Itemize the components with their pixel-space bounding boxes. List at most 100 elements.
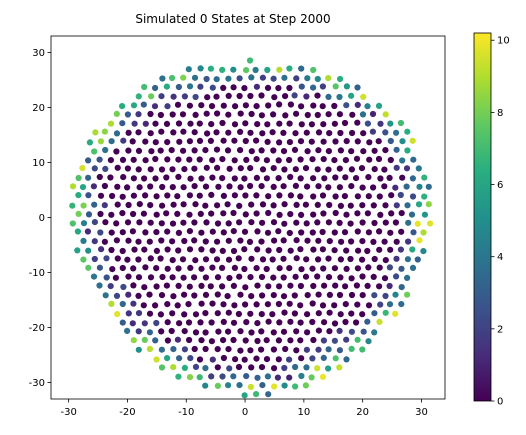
- scatter-point: [107, 157, 114, 164]
- scatter-point: [375, 155, 383, 163]
- scatter-point: [169, 238, 176, 245]
- scatter-point: [259, 74, 266, 81]
- scatter-point: [258, 328, 265, 335]
- scatter-point: [381, 166, 388, 173]
- scatter-point: [381, 238, 388, 245]
- scatter-point: [341, 193, 348, 200]
- scatter-point: [213, 93, 220, 100]
- scatter-point: [309, 156, 316, 163]
- scatter-point: [202, 202, 209, 209]
- scatter-point: [209, 84, 216, 91]
- scatter-point: [191, 219, 198, 226]
- scatter-point: [219, 247, 226, 254]
- scatter-point: [185, 319, 193, 326]
- scatter-point: [325, 346, 332, 353]
- scatter-point: [130, 175, 137, 182]
- scatter-point: [270, 147, 277, 154]
- scatter-point: [331, 102, 338, 110]
- scatter-point: [158, 237, 165, 244]
- scatter-point: [198, 265, 205, 272]
- scatter-point: [286, 229, 293, 237]
- scatter-point: [174, 210, 181, 217]
- scatter-point: [314, 92, 321, 99]
- scatter-point: [164, 355, 171, 362]
- scatter-point: [242, 301, 249, 308]
- scatter-point: [263, 265, 270, 273]
- scatter-point: [375, 102, 383, 109]
- scatter-point: [214, 310, 221, 317]
- scatter-point: [303, 364, 310, 371]
- scatter-point: [187, 264, 194, 271]
- scatter-point: [230, 84, 237, 91]
- scatter-point: [252, 66, 259, 74]
- scatter-point: [242, 137, 249, 145]
- scatter-point: [181, 346, 188, 353]
- scatter-point: [124, 184, 131, 191]
- scatter-point: [369, 128, 376, 135]
- scatter-point: [203, 75, 210, 83]
- scatter-point: [281, 309, 288, 316]
- scatter-point: [125, 129, 132, 136]
- scatter-point: [259, 382, 266, 389]
- scatter-point: [376, 246, 383, 253]
- scatter-point: [174, 302, 181, 309]
- scatter-point: [275, 85, 282, 92]
- scatter-point: [180, 274, 187, 281]
- scatter-point: [259, 130, 266, 137]
- scatter-point: [102, 165, 109, 172]
- scatter-point: [332, 174, 339, 181]
- scatter-point: [208, 210, 215, 217]
- scatter-point: [326, 130, 333, 137]
- scatter-point: [258, 311, 265, 318]
- scatter-point: [264, 138, 271, 145]
- scatter-point: [225, 92, 232, 99]
- scatter-point: [405, 219, 412, 226]
- scatter-point: [258, 346, 265, 353]
- scatter-point: [298, 211, 305, 218]
- scatter-point: [297, 337, 304, 344]
- scatter-point: [253, 265, 260, 272]
- scatter-point: [141, 175, 148, 182]
- scatter-point: [169, 166, 176, 173]
- scatter-point: [235, 255, 242, 262]
- scatter-point: [79, 165, 86, 172]
- scatter-point: [192, 257, 199, 264]
- scatter-point: [170, 346, 177, 353]
- scatter-point: [181, 291, 188, 298]
- scatter-point: [203, 110, 210, 117]
- scatter-point: [410, 229, 417, 236]
- scatter-point: [113, 110, 120, 117]
- scatter-point: [85, 192, 92, 199]
- scatter-point: [96, 156, 103, 163]
- scatter-point: [347, 202, 354, 209]
- scatter-point: [242, 192, 249, 199]
- x-tick-label: 0: [242, 407, 248, 418]
- x-tick-label: 20: [356, 407, 369, 418]
- scatter-point: [119, 229, 126, 236]
- scatter-point: [237, 291, 244, 298]
- scatter-point: [153, 193, 160, 200]
- scatter-point: [96, 264, 103, 271]
- scatter-point: [202, 274, 209, 281]
- scatter-point: [101, 238, 108, 245]
- scatter-point: [153, 283, 160, 290]
- scatter-point: [198, 102, 205, 109]
- scatter-point: [135, 238, 142, 245]
- scatter-point: [135, 328, 142, 335]
- scatter-point: [331, 247, 338, 254]
- scatter-point: [197, 83, 204, 90]
- scatter-point: [186, 336, 193, 344]
- scatter-point: [253, 137, 260, 144]
- scatter-point: [248, 201, 255, 208]
- scatter-point: [421, 174, 428, 181]
- scatter-point: [282, 345, 289, 353]
- scatter-point: [142, 264, 149, 271]
- scatter-point: [169, 257, 176, 264]
- scatter-point: [220, 192, 227, 199]
- scatter-point: [315, 237, 322, 244]
- scatter-point: [120, 174, 127, 181]
- scatter-point: [337, 256, 344, 263]
- scatter-point: [91, 219, 98, 226]
- scatter-point: [319, 83, 326, 90]
- scatter-point: [80, 256, 87, 263]
